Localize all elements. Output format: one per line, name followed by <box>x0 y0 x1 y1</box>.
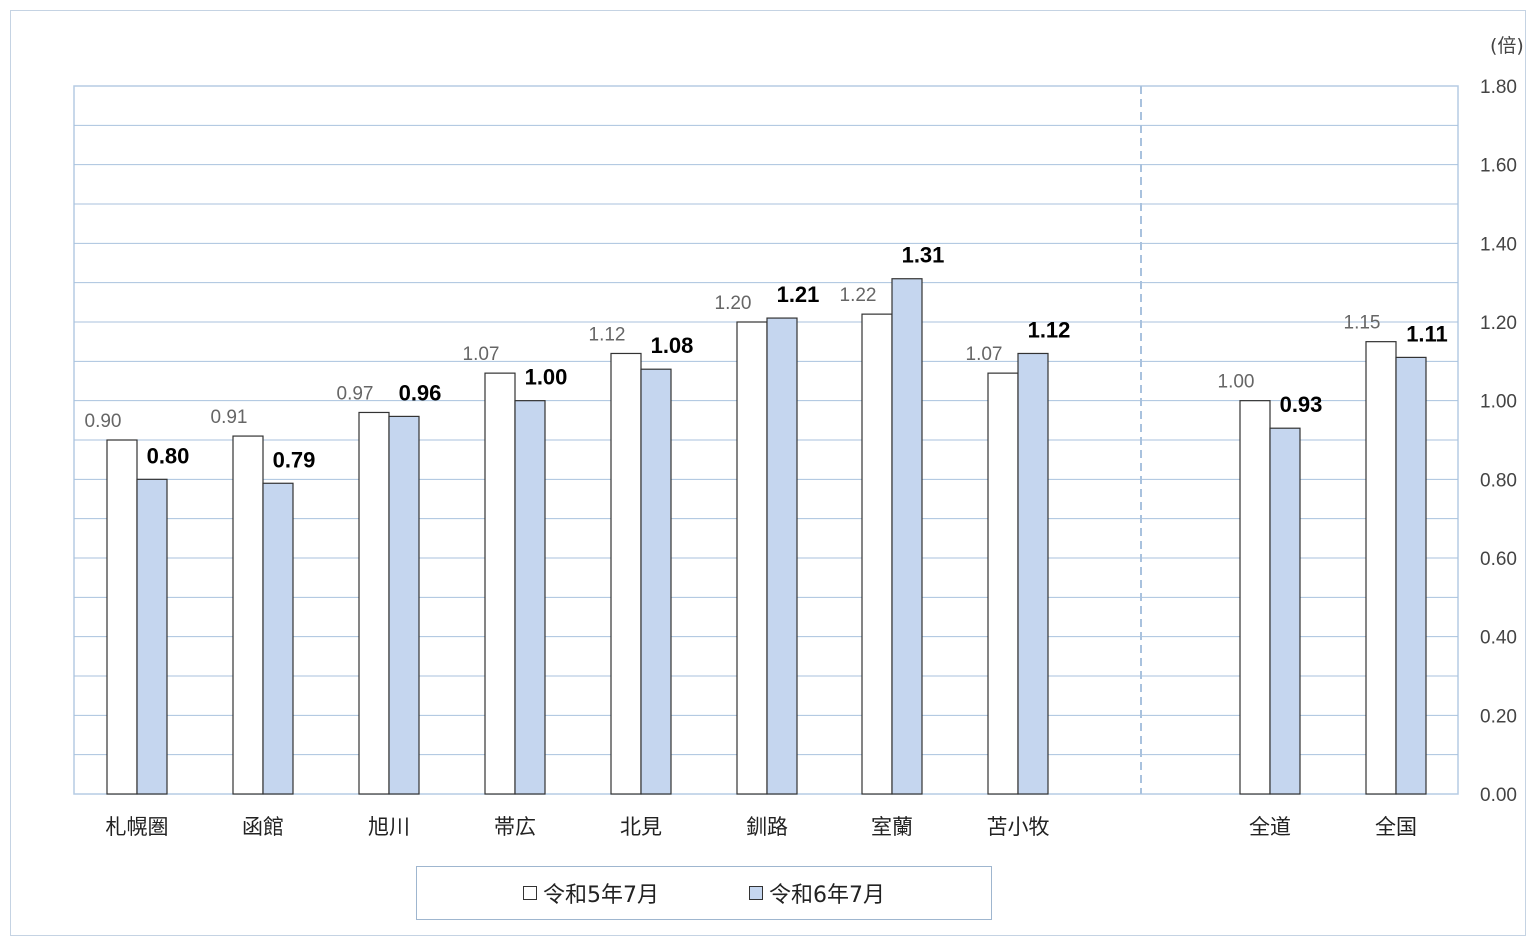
y-tick-label: 0.60 <box>1480 549 1517 570</box>
y-tick-label: 0.80 <box>1480 470 1517 491</box>
data-label-2023: 0.91 <box>211 407 248 428</box>
data-label-2023: 1.00 <box>1218 372 1255 393</box>
x-tick-label: 帯広 <box>494 815 536 839</box>
data-label-2024: 1.08 <box>651 333 694 358</box>
data-label-2024: 0.93 <box>1280 392 1323 417</box>
legend: 令和5年7月 令和6年7月 <box>416 866 992 920</box>
bar-2023 <box>1365 341 1397 795</box>
bar-2023 <box>861 313 893 795</box>
y-tick-label: 0.20 <box>1480 706 1517 727</box>
y-tick-label: 1.00 <box>1480 392 1517 413</box>
legend-label-2023: 令和5年7月 <box>543 883 659 908</box>
bar-2023 <box>610 352 642 795</box>
data-label-2023: 1.12 <box>589 324 626 345</box>
data-label-2024: 0.80 <box>147 443 190 468</box>
data-label-2024: 1.31 <box>902 243 945 268</box>
data-label-2023: 1.07 <box>463 344 500 365</box>
y-tick-label: 1.60 <box>1480 156 1517 177</box>
bar-2024 <box>891 278 923 795</box>
legend-item-2024: 令和6年7月 <box>749 877 885 909</box>
bar-2023 <box>987 372 1019 795</box>
x-tick-label: 旭川 <box>368 815 410 839</box>
bar-2024 <box>136 478 168 795</box>
y-tick-label: 1.40 <box>1480 234 1517 255</box>
legend-label-2024: 令和6年7月 <box>769 883 885 908</box>
bar-2023 <box>106 439 138 795</box>
bar-2024 <box>766 317 798 795</box>
data-label-2023: 0.90 <box>85 411 122 432</box>
y-tick-label: 0.00 <box>1480 785 1517 806</box>
y-tick-label: 1.80 <box>1480 77 1517 98</box>
data-label-2024: 0.96 <box>399 380 442 405</box>
x-tick-label: 札幌圏 <box>106 815 169 839</box>
data-label-2023: 1.07 <box>966 344 1003 365</box>
chart-frame <box>10 10 1526 936</box>
bar-2024 <box>1017 352 1049 795</box>
y-tick-label: 1.20 <box>1480 313 1517 334</box>
bar-2023 <box>736 321 768 795</box>
data-label-2024: 1.12 <box>1028 317 1071 342</box>
bar-2023 <box>1239 400 1271 795</box>
bar-2023 <box>232 435 264 795</box>
x-tick-label: 釧路 <box>746 815 788 839</box>
bar-2024 <box>640 368 672 795</box>
bar-2024 <box>1395 356 1427 795</box>
y-axis-unit: (倍) <box>1490 35 1524 57</box>
data-label-2023: 0.97 <box>337 383 374 404</box>
x-tick-label: 全道 <box>1249 815 1291 839</box>
x-tick-label: 室蘭 <box>871 815 913 839</box>
data-label-2023: 1.22 <box>840 285 877 306</box>
bar-2024 <box>514 400 546 795</box>
bar-2023 <box>358 411 390 795</box>
data-label-2024: 1.11 <box>1406 321 1448 346</box>
data-label-2024: 1.00 <box>525 365 568 390</box>
data-label-2023: 1.15 <box>1344 313 1381 334</box>
legend-swatch-2023 <box>523 886 537 900</box>
x-tick-label: 函館 <box>242 815 284 839</box>
legend-swatch-2024 <box>749 886 763 900</box>
bar-2024 <box>262 482 294 795</box>
bar-2024 <box>1269 427 1301 795</box>
bar-2024 <box>388 415 420 795</box>
x-tick-label: 苫小牧 <box>987 815 1050 839</box>
bar-2023 <box>484 372 516 795</box>
data-label-2024: 1.21 <box>777 282 820 307</box>
x-tick-label: 全国 <box>1375 815 1417 839</box>
data-label-2023: 1.20 <box>715 293 752 314</box>
legend-item-2023: 令和5年7月 <box>523 877 659 909</box>
y-tick-label: 0.40 <box>1480 628 1517 649</box>
data-label-2024: 0.79 <box>273 447 316 472</box>
x-tick-label: 北見 <box>620 815 662 839</box>
